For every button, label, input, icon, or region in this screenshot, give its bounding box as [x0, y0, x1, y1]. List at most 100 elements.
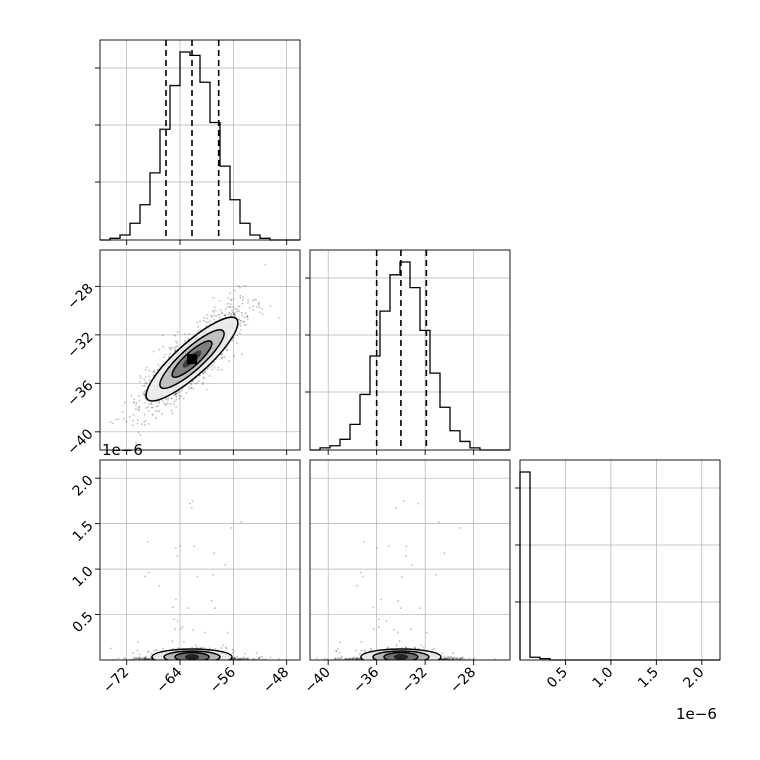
sample-point — [135, 408, 137, 411]
sample-point — [456, 657, 459, 659]
sample-point — [224, 646, 227, 649]
sample-point — [405, 545, 408, 548]
sample-point — [360, 640, 363, 643]
sample-point — [372, 628, 375, 631]
sample-point — [417, 502, 420, 505]
sample-point — [190, 507, 193, 509]
sample-point — [232, 312, 235, 315]
sample-point — [448, 656, 451, 659]
sample-point — [141, 658, 144, 660]
sample-point — [252, 299, 254, 302]
sample-point — [153, 370, 156, 373]
sample-point — [269, 656, 272, 659]
sample-point — [218, 313, 221, 316]
sample-point — [168, 346, 171, 349]
sample-point — [172, 403, 175, 406]
sample-point — [144, 389, 147, 392]
sample-point — [445, 657, 447, 660]
sample-point — [132, 414, 135, 416]
sample-point — [135, 442, 137, 444]
sample-point — [441, 658, 444, 660]
sample-point — [242, 321, 245, 324]
sample-point — [357, 658, 360, 660]
sample-point — [336, 647, 339, 650]
sample-point — [245, 657, 248, 660]
sample-point — [240, 311, 243, 314]
sample-point — [211, 574, 214, 576]
sample-point — [174, 347, 176, 349]
sample-point — [456, 657, 459, 660]
sample-point — [180, 389, 183, 392]
sample-point — [358, 657, 361, 660]
y-tick-label: 1.0 — [70, 563, 97, 590]
sample-point — [213, 361, 216, 364]
sample-point — [158, 348, 160, 351]
sample-point — [147, 571, 150, 574]
sample-point — [259, 311, 262, 314]
sample-point — [234, 658, 236, 660]
sample-point — [451, 657, 454, 660]
sample-point — [447, 656, 450, 658]
sample-point — [257, 302, 260, 304]
sample-point — [410, 628, 412, 631]
sample-point — [444, 658, 447, 660]
sample-point — [370, 648, 372, 651]
sample-point — [187, 607, 190, 609]
sample-point — [213, 314, 216, 317]
sample-point — [442, 658, 445, 660]
sample-point — [133, 656, 135, 659]
sample-point — [140, 376, 142, 379]
sample-point — [202, 372, 205, 375]
sample-point — [117, 418, 120, 421]
sample-point — [431, 648, 434, 651]
sample-point — [402, 500, 405, 502]
sample-point — [217, 366, 220, 369]
sample-point — [139, 380, 142, 383]
sample-point — [213, 306, 216, 309]
sample-point — [352, 657, 355, 660]
sample-point — [239, 319, 242, 322]
sample-point — [238, 305, 241, 308]
sample-point — [277, 316, 280, 319]
sample-point — [158, 400, 161, 402]
sample-point — [239, 294, 242, 297]
sample-point — [460, 658, 463, 660]
sample-point — [440, 658, 443, 660]
sample-point — [135, 657, 137, 660]
sample-point — [175, 345, 178, 348]
sample-point — [240, 353, 243, 356]
sample-point — [208, 647, 211, 650]
sample-point — [144, 368, 147, 371]
sample-point — [221, 356, 224, 359]
sample-point — [354, 657, 357, 660]
sample-point — [452, 657, 454, 660]
x-tick-label: −28 — [447, 664, 479, 696]
sample-point — [202, 376, 205, 379]
sample-point — [356, 657, 358, 660]
sample-point — [227, 313, 230, 316]
sample-point — [242, 296, 245, 299]
sample-point — [115, 418, 117, 421]
sample-point — [399, 607, 402, 609]
sample-point — [174, 393, 177, 396]
sample-point — [339, 641, 341, 644]
sample-point — [143, 384, 146, 387]
sample-point — [433, 647, 436, 650]
sample-point — [136, 422, 139, 425]
sample-point — [236, 656, 239, 658]
sample-point — [144, 376, 147, 378]
sample-point — [334, 657, 336, 660]
sample-point — [144, 657, 147, 660]
scatter-frame — [99, 249, 301, 451]
sample-point — [351, 657, 354, 660]
sample-point — [143, 378, 146, 381]
sample-point — [234, 314, 236, 317]
sample-point — [234, 656, 237, 659]
sample-point — [234, 312, 236, 314]
sample-point — [213, 318, 215, 321]
sample-point — [158, 584, 161, 587]
sample-points — [316, 500, 496, 660]
sample-point — [220, 647, 223, 649]
sample-point — [171, 346, 174, 349]
y-tick-label: −40 — [64, 426, 96, 458]
